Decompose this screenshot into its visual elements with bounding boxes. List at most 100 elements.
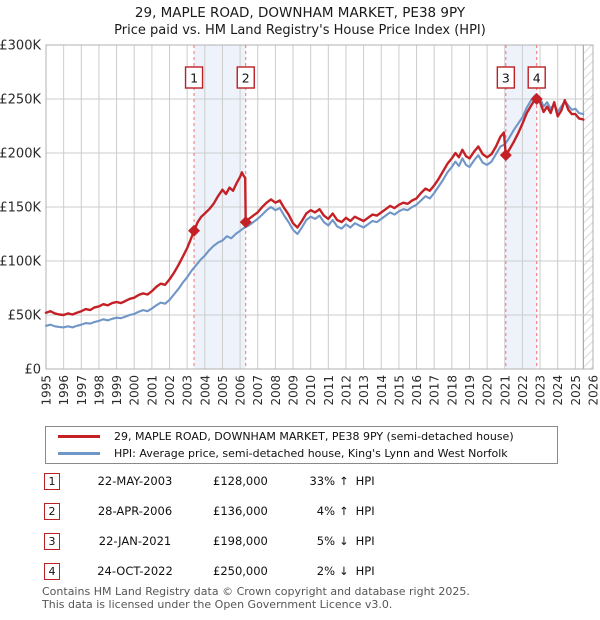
sale-row-1: 1 22-MAY-2003 £128,000 33% ↑ HPI (0, 472, 600, 502)
legend-line-blue (58, 452, 100, 455)
arrow-down-icon: ↓ (339, 564, 349, 578)
sale-row-4: 4 24-OCT-2022 £250,000 2% ↓ HPI (0, 562, 600, 592)
arrow-up-icon: ↑ (339, 504, 349, 518)
sale-number-box (496, 66, 516, 89)
legend-line-red (58, 435, 100, 438)
sale-row-3: 3 22-JAN-2021 £198,000 5% ↓ HPI (0, 532, 600, 562)
sale-marker-diamond (188, 224, 201, 237)
y-axis-tick-label: £0 (24, 363, 41, 378)
x-axis-tick-label: 2009 (287, 375, 301, 406)
x-axis-tick-label: 2006 (234, 375, 248, 406)
sale-hpi-label: HPI (355, 474, 375, 488)
sale-hpi-percent: 2% (316, 564, 335, 578)
chart-legend: 29, MAPLE ROAD, DOWNHAM MARKET, PE38 9PY… (45, 426, 558, 464)
sale-number-text: 1 (190, 71, 198, 86)
legend-label-hpi: HPI: Average price, semi-detached house,… (114, 447, 508, 460)
x-axis-tick-label: 2004 (198, 375, 212, 406)
sale-date: 24-OCT-2022 (97, 564, 173, 578)
sale-price: £250,000 (213, 564, 268, 578)
sale-number-box (527, 66, 546, 89)
sale-number-badge: 3 (44, 533, 60, 550)
sale-number-badge: 2 (44, 503, 60, 520)
sale-price: £128,000 (213, 474, 268, 488)
license-line-2: This data is licensed under the Open Gov… (42, 597, 393, 611)
x-axis-tick-label: 2000 (128, 375, 142, 406)
x-axis-tick-label: 2008 (269, 375, 283, 406)
series-hpi (44, 93, 585, 329)
sale-hpi-comparison: 5% ↓ HPI (295, 534, 415, 548)
x-axis-tick-label: 2013 (357, 375, 371, 406)
plot-border (45, 44, 594, 370)
x-axis-tick-label: 2020 (481, 375, 495, 406)
y-axis-tick-label: £100K (0, 255, 41, 270)
sale-number-badge: 4 (44, 563, 60, 580)
x-axis-tick-label: 2017 (428, 375, 442, 406)
sale-number-box (236, 66, 255, 89)
x-axis-tick-label: 1996 (57, 375, 71, 406)
sale-date: 22-MAY-2003 (97, 474, 173, 488)
legend-label-price-paid: 29, MAPLE ROAD, DOWNHAM MARKET, PE38 9PY… (114, 430, 514, 443)
y-axis-tick-label: £200K (0, 147, 41, 162)
legend-item-price-paid: 29, MAPLE ROAD, DOWNHAM MARKET, PE38 9PY… (46, 429, 557, 444)
x-axis-tick-label: 2012 (339, 375, 353, 406)
sale-row-2: 2 28-APR-2006 £136,000 4% ↑ HPI (0, 502, 600, 532)
series-price_paid (44, 97, 585, 317)
sale-number-text: 2 (242, 71, 250, 86)
sale-number-badge: 1 (44, 473, 60, 490)
x-axis-tick-label: 2007 (251, 375, 265, 406)
x-axis-tick-label: 2015 (392, 375, 406, 406)
y-axis-tick-label: £150K (0, 201, 41, 216)
x-axis-tick-label: 2021 (498, 375, 512, 406)
x-axis-tick-label: 2002 (163, 375, 177, 406)
legend-item-hpi: HPI: Average price, semi-detached house,… (46, 446, 557, 461)
x-axis-tick-label: 2005 (216, 375, 230, 406)
sale-hpi-percent: 5% (316, 534, 335, 548)
x-axis-tick-label: 1999 (110, 375, 124, 406)
license-footer: Contains HM Land Registry data © Crown c… (42, 585, 470, 612)
sale-hpi-percent: 4% (316, 504, 335, 518)
sale-hpi-label: HPI (355, 534, 375, 548)
sale-hpi-label: HPI (355, 564, 375, 578)
x-axis-tick-label: 2010 (304, 375, 318, 406)
sale-number-text: 3 (502, 71, 510, 86)
sale-hpi-percent: 33% (309, 474, 335, 488)
sale-price: £198,000 (213, 534, 268, 548)
x-axis-tick-label: 1995 (40, 375, 54, 406)
x-axis-tick-label: 2024 (551, 375, 565, 406)
sale-hpi-comparison: 2% ↓ HPI (295, 564, 415, 578)
x-axis-tick-label: 2001 (145, 375, 159, 406)
sale-hpi-comparison: 4% ↑ HPI (295, 504, 415, 518)
arrow-up-icon: ↑ (339, 474, 349, 488)
x-axis-tick-label: 2023 (534, 375, 548, 406)
sale-date: 22-JAN-2021 (98, 534, 172, 548)
x-axis-tick-label: 2018 (445, 375, 459, 406)
page-title: 29, MAPLE ROAD, DOWNHAM MARKET, PE38 9PY (134, 5, 466, 21)
x-axis-tick-label: 2011 (322, 375, 336, 406)
x-axis-tick-label: 1997 (75, 375, 89, 406)
sale-price: £136,000 (213, 504, 268, 518)
sale-marker-diamond (239, 216, 252, 229)
x-axis-tick-label: 2003 (181, 375, 195, 406)
x-axis-tick-label: 2022 (516, 375, 530, 406)
license-line-1: Contains HM Land Registry data © Crown c… (42, 585, 470, 598)
sale-date: 28-APR-2006 (97, 504, 173, 518)
y-axis-tick-label: £250K (0, 93, 41, 108)
sale-marker-diamond (530, 93, 543, 105)
y-axis-tick-label: £50K (8, 309, 42, 324)
sale-number-box (184, 66, 204, 89)
x-axis-tick-label: 2016 (410, 375, 424, 406)
x-axis-tick-label: 2014 (375, 375, 389, 406)
x-axis-tick-label: 2019 (463, 375, 477, 406)
x-axis-tick-label: 2026 (587, 375, 600, 406)
x-axis-tick-label: 1998 (92, 375, 106, 406)
sale-number-text: 4 (533, 71, 541, 86)
y-axis-tick-label: £300K (0, 39, 41, 54)
sales-table: 1 22-MAY-2003 £128,000 33% ↑ HPI 2 28-AP… (0, 472, 600, 592)
sale-marker-diamond (499, 149, 512, 162)
arrow-down-icon: ↓ (339, 534, 349, 548)
x-axis-tick-label: 2025 (569, 375, 583, 406)
sale-hpi-comparison: 33% ↑ HPI (295, 474, 415, 488)
sale-hpi-label: HPI (355, 504, 375, 518)
